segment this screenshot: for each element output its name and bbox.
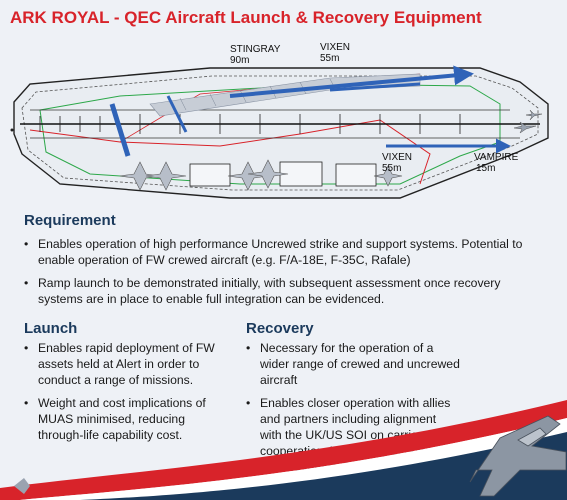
vixen-bottom-label: VIXEN 55m <box>382 152 412 174</box>
vampire-length: 15m <box>476 163 496 174</box>
requirement-list: Enables operation of high performance Un… <box>24 236 544 314</box>
recovery-bullet: Necessary for the operation of a wider r… <box>246 340 460 388</box>
vixen-bottom-length: 55m <box>382 163 402 174</box>
arrestor-wires <box>39 114 461 134</box>
vixen-top-name: VIXEN <box>320 42 351 53</box>
page-title: ARK ROYAL - QEC Aircraft Launch & Recove… <box>10 8 482 27</box>
blue-diagonal-aft <box>109 103 131 157</box>
requirement-bullet: Ramp launch to be demonstrated initially… <box>24 275 544 307</box>
parked-aircraft <box>119 159 403 191</box>
navy-swoosh <box>80 432 567 500</box>
recovery-heading: Recovery <box>246 320 314 337</box>
launch-bullet: Enables rapid deployment of FW assets he… <box>24 340 224 388</box>
requirement-heading: Requirement <box>24 212 116 229</box>
launch-bullet: Weight and cost implications of MUAS min… <box>24 395 224 443</box>
launch-list: Enables rapid deployment of FW assets he… <box>24 340 224 450</box>
hull-outline <box>13 67 549 199</box>
stingray-track <box>229 65 474 98</box>
island-forward <box>189 161 377 187</box>
vixen-top-label: VIXEN 55m <box>320 42 350 64</box>
launch-heading: Launch <box>24 320 78 337</box>
red-swoosh <box>0 400 567 500</box>
vixen-launch-track <box>329 82 421 92</box>
vixen-bottom-name: VIXEN <box>382 152 413 163</box>
carrier-deck-diagram <box>10 65 549 199</box>
stingray-label: STINGRAY 90m <box>230 44 280 66</box>
deck-edge-dashed <box>21 75 539 191</box>
stingray-name: STINGRAY <box>230 44 281 55</box>
stern-marker <box>10 128 14 132</box>
vixen-top-length: 55m <box>320 53 340 64</box>
stingray-length: 90m <box>230 55 250 66</box>
bow-aircraft <box>513 109 543 134</box>
vampire-name: VAMPIRE <box>474 152 519 163</box>
blue-diagonal-mid <box>166 95 188 133</box>
left-small-jet <box>14 478 30 494</box>
jet-icon <box>469 415 567 497</box>
vampire-label: VAMPIRE 15m <box>474 152 518 174</box>
requirement-bullet: Enables operation of high performance Un… <box>24 236 544 268</box>
